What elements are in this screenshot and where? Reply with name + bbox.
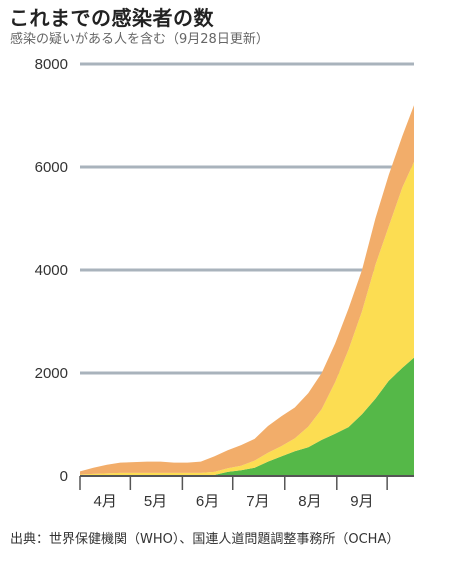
chart-subtitle: 感染の疑いがある人を含む（9月28日更新）: [10, 32, 269, 47]
y-tick-label-6000: 6000: [35, 159, 68, 176]
x-tick-label-9: 9月: [350, 493, 373, 510]
chart-title: これまでの感染者の数: [9, 6, 214, 30]
x-tick-label-6: 6月: [196, 493, 219, 510]
area-series-3: [80, 105, 414, 475]
y-tick-label-0: 0: [60, 468, 68, 485]
x-tick-label-7: 7月: [246, 493, 269, 510]
area-layer: [80, 105, 414, 476]
area-series-1: [80, 357, 414, 476]
y-tick-label-2000: 2000: [35, 365, 68, 382]
x-tick-label-4: 4月: [94, 493, 117, 510]
y-tick-label-8000: 8000: [35, 56, 68, 73]
x-tick-label-8: 8月: [298, 493, 321, 510]
axis-layer: 0 2000 4000 6000 8000 4月 5月 6月 7月 8月 9月: [35, 56, 414, 510]
x-tick-label-5: 5月: [144, 493, 167, 510]
area-series-2: [80, 161, 414, 476]
source-note: 出典：世界保健機関（WHO）、国連人道問題調整事務所（OCHA）: [10, 532, 400, 547]
y-tick-label-4000: 4000: [35, 262, 68, 279]
